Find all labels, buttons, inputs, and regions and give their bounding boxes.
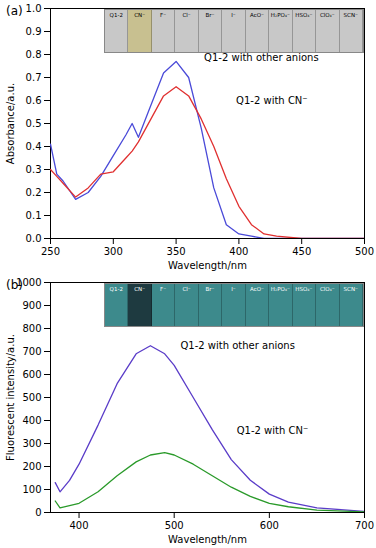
svg-text:0.2: 0.2 <box>26 187 42 198</box>
svg-text:0.8: 0.8 <box>26 49 42 60</box>
svg-text:Q1-2 with other anions: Q1-2 with other anions <box>180 340 295 351</box>
svg-text:Wavelength/nm: Wavelength/nm <box>168 260 247 271</box>
svg-text:700: 700 <box>22 346 41 357</box>
html-text:F⁻: F⁻ <box>160 286 167 292</box>
svg-text:300: 300 <box>22 438 41 449</box>
svg-text:0.1: 0.1 <box>26 210 42 221</box>
html-text:Cl⁻: Cl⁻ <box>182 286 191 292</box>
svg-text:700: 700 <box>355 520 374 531</box>
html-text:H₂PO₄⁻: H₂PO₄⁻ <box>270 286 290 292</box>
svg-text:500: 500 <box>165 520 184 531</box>
html-text:I⁻: I⁻ <box>231 286 236 292</box>
svg-text:0.0: 0.0 <box>26 233 42 244</box>
svg-text:Wavelength/nm: Wavelength/nm <box>168 534 247 545</box>
html-text:CN⁻: CN⁻ <box>134 12 146 18</box>
svg-text:0.9: 0.9 <box>26 26 42 37</box>
svg-text:0.5: 0.5 <box>26 118 42 129</box>
html-text:ClO₄⁻: ClO₄⁻ <box>319 12 335 18</box>
html-text:SCN⁻: SCN⁻ <box>343 12 358 18</box>
svg-text:0.6: 0.6 <box>26 95 42 106</box>
svg-text:Absorbance/a.u.: Absorbance/a.u. <box>5 83 16 164</box>
html-text:AcO⁻: AcO⁻ <box>250 12 264 18</box>
html-text:I⁻: I⁻ <box>231 12 236 18</box>
html-text:F⁻: F⁻ <box>160 12 167 18</box>
svg-text:0.4: 0.4 <box>26 141 42 152</box>
svg-text:500: 500 <box>22 392 41 403</box>
html-text:HSO₄⁻: HSO₄⁻ <box>295 12 313 18</box>
svg-text:500: 500 <box>355 246 374 257</box>
svg-text:800: 800 <box>22 323 41 334</box>
svg-text:400: 400 <box>22 415 41 426</box>
svg-text:1000: 1000 <box>16 276 42 288</box>
html-text:ClO₄⁻: ClO₄⁻ <box>319 286 335 292</box>
svg-text:400: 400 <box>69 520 88 531</box>
svg-text:900: 900 <box>22 300 41 311</box>
svg-text:Q1-2 with CN⁻: Q1-2 with CN⁻ <box>236 95 308 106</box>
svg-text:Fluorescent intensity/a.u.: Fluorescent intensity/a.u. <box>5 334 16 461</box>
html-text:Br⁻: Br⁻ <box>205 12 215 18</box>
svg-text:250: 250 <box>41 246 60 257</box>
html-text:H₂PO₄⁻: H₂PO₄⁻ <box>270 12 290 18</box>
html-text:HSO₄⁻: HSO₄⁻ <box>295 286 313 292</box>
html-text:AcO⁻: AcO⁻ <box>250 286 264 292</box>
svg-text:400: 400 <box>229 246 248 257</box>
svg-text:350: 350 <box>167 246 186 257</box>
svg-text:0.3: 0.3 <box>26 164 42 175</box>
svg-text:600: 600 <box>22 369 41 380</box>
svg-text:200: 200 <box>22 461 41 472</box>
html-text:(a): (a) <box>6 4 23 18</box>
svg-text:0: 0 <box>35 507 41 518</box>
svg-text:Q1-2 with other anions: Q1-2 with other anions <box>204 52 319 63</box>
svg-text:450: 450 <box>292 246 311 257</box>
html-text:Q1-2: Q1-2 <box>109 12 123 18</box>
html-text:Q1-2: Q1-2 <box>109 286 123 292</box>
html-text:CN⁻: CN⁻ <box>134 286 146 292</box>
html-text:SCN⁻: SCN⁻ <box>343 286 358 292</box>
html-text:(b): (b) <box>6 278 23 292</box>
svg-text:0.7: 0.7 <box>26 72 42 83</box>
svg-text:1.0: 1.0 <box>26 3 42 14</box>
svg-text:300: 300 <box>104 246 123 257</box>
html-text:Cl⁻: Cl⁻ <box>182 12 191 18</box>
svg-text:600: 600 <box>260 520 279 531</box>
svg-text:Q1-2 with CN⁻: Q1-2 with CN⁻ <box>237 425 309 436</box>
html-text:Br⁻: Br⁻ <box>205 286 215 292</box>
svg-text:100: 100 <box>22 484 41 495</box>
